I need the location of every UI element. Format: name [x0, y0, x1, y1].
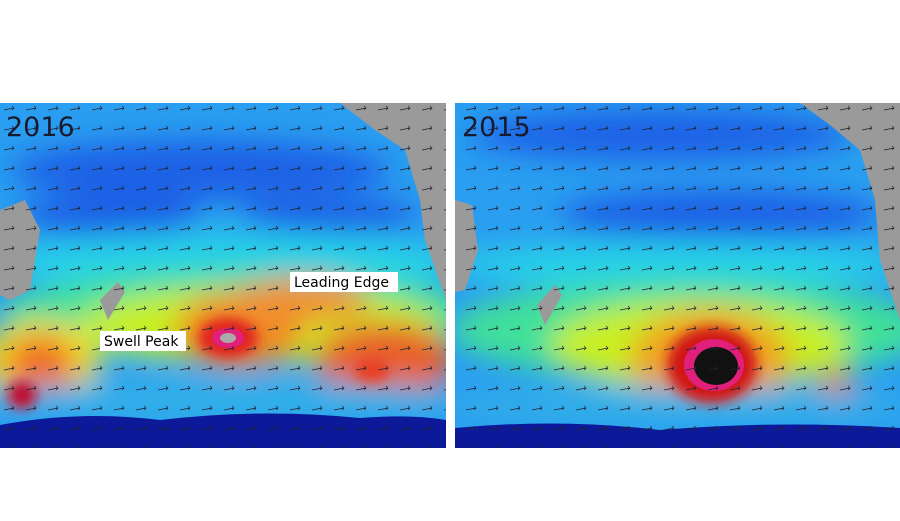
year-label: 2015: [462, 112, 531, 143]
map-annotation: Leading Edge: [294, 275, 389, 291]
label-box: [290, 272, 398, 292]
label-box: [100, 331, 186, 351]
year-label: 2016: [6, 112, 75, 143]
map-annotation: Swell Peak: [104, 334, 179, 350]
map-2015: [455, 103, 900, 448]
map-2016: [0, 103, 446, 448]
